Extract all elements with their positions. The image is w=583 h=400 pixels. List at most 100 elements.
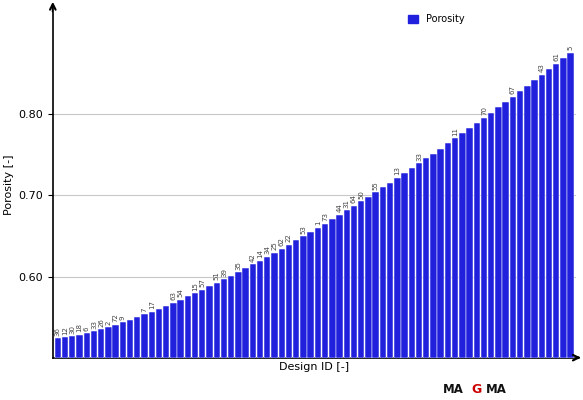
Bar <box>416 163 422 358</box>
Bar <box>156 309 162 358</box>
Bar <box>206 286 213 358</box>
Text: 42: 42 <box>250 253 256 262</box>
Bar <box>473 123 480 358</box>
Bar <box>300 236 307 358</box>
Text: 72: 72 <box>113 314 119 322</box>
Bar <box>221 279 227 358</box>
Text: 53: 53 <box>300 225 307 234</box>
Text: 14: 14 <box>257 249 263 258</box>
Text: 11: 11 <box>452 127 458 136</box>
Text: 61: 61 <box>553 52 559 61</box>
Bar <box>163 306 170 358</box>
Bar <box>336 215 343 358</box>
Text: MA: MA <box>486 383 507 396</box>
Bar <box>264 257 271 358</box>
Bar <box>445 144 451 358</box>
Text: 50: 50 <box>358 190 364 199</box>
Bar <box>62 338 68 358</box>
Bar <box>358 201 364 358</box>
Bar <box>120 322 126 358</box>
Text: 70: 70 <box>481 106 487 115</box>
Text: 7: 7 <box>142 308 147 312</box>
Bar <box>286 244 292 358</box>
Text: 2: 2 <box>106 320 111 325</box>
Text: 35: 35 <box>236 261 241 270</box>
Text: 54: 54 <box>178 288 184 297</box>
Text: 33: 33 <box>91 320 97 329</box>
Bar <box>307 232 314 358</box>
Bar <box>430 154 437 358</box>
Bar <box>466 128 473 358</box>
Bar <box>517 91 524 358</box>
Bar <box>401 173 408 358</box>
Bar <box>567 52 574 358</box>
Text: 1: 1 <box>315 221 321 225</box>
Bar <box>98 329 104 358</box>
Bar <box>55 338 61 358</box>
Bar <box>531 80 538 358</box>
Text: 55: 55 <box>373 181 379 190</box>
Bar <box>149 312 155 358</box>
Bar <box>185 296 191 358</box>
Text: MA: MA <box>443 383 464 396</box>
Bar <box>387 183 394 358</box>
Bar <box>243 268 249 358</box>
Bar <box>315 228 321 358</box>
Bar <box>496 107 501 358</box>
Bar <box>437 148 444 358</box>
Text: 57: 57 <box>199 278 205 287</box>
Bar <box>553 64 560 358</box>
Bar <box>560 58 567 358</box>
Bar <box>380 187 386 358</box>
Text: 17: 17 <box>149 300 154 309</box>
Bar <box>329 219 335 358</box>
Bar <box>250 264 256 358</box>
Bar <box>134 317 141 358</box>
Text: 12: 12 <box>62 326 68 335</box>
Text: 73: 73 <box>322 212 328 221</box>
Bar <box>228 276 234 358</box>
Text: 33: 33 <box>416 152 422 161</box>
Bar <box>69 336 75 358</box>
Text: 25: 25 <box>272 242 278 250</box>
Text: 39: 39 <box>221 268 227 277</box>
Bar <box>257 260 264 358</box>
Y-axis label: Porosity [-]: Porosity [-] <box>4 155 14 216</box>
Bar <box>177 300 184 358</box>
Text: 62: 62 <box>279 237 285 246</box>
Text: 51: 51 <box>214 272 220 280</box>
Text: 18: 18 <box>76 323 83 332</box>
Legend: Porosity: Porosity <box>408 14 464 24</box>
Bar <box>106 327 111 358</box>
Text: 9: 9 <box>120 316 126 320</box>
Bar <box>539 75 545 358</box>
Bar <box>510 96 516 358</box>
Bar <box>503 102 509 358</box>
Bar <box>199 290 205 358</box>
Bar <box>141 314 147 358</box>
Bar <box>83 333 90 358</box>
Bar <box>271 253 278 358</box>
Bar <box>343 210 350 358</box>
Text: 26: 26 <box>98 318 104 327</box>
Bar <box>113 325 119 358</box>
Bar <box>192 293 198 358</box>
Bar <box>481 118 487 358</box>
Text: 44: 44 <box>336 204 343 212</box>
Text: 36: 36 <box>55 327 61 336</box>
Bar <box>366 197 371 358</box>
Bar <box>170 303 177 358</box>
Bar <box>293 240 300 358</box>
Text: 5: 5 <box>568 46 574 50</box>
Text: 34: 34 <box>264 245 271 254</box>
Text: 64: 64 <box>351 194 357 203</box>
Bar <box>91 331 97 358</box>
Bar <box>279 249 285 358</box>
Text: 22: 22 <box>286 234 292 242</box>
Bar <box>236 272 241 358</box>
Text: G: G <box>471 383 482 396</box>
Bar <box>409 168 415 358</box>
Bar <box>394 178 401 358</box>
Bar <box>322 224 328 358</box>
Text: 43: 43 <box>539 64 545 72</box>
